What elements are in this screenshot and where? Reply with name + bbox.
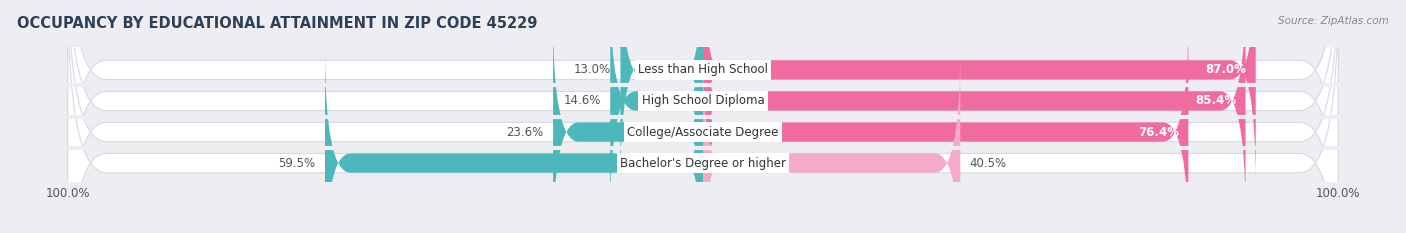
Text: 40.5%: 40.5% xyxy=(970,157,1007,170)
Text: 87.0%: 87.0% xyxy=(1205,63,1246,76)
Text: 13.0%: 13.0% xyxy=(574,63,610,76)
FancyBboxPatch shape xyxy=(67,0,1339,233)
Text: High School Diploma: High School Diploma xyxy=(641,94,765,107)
FancyBboxPatch shape xyxy=(553,17,703,233)
FancyBboxPatch shape xyxy=(67,0,1339,233)
Text: 76.4%: 76.4% xyxy=(1137,126,1178,139)
FancyBboxPatch shape xyxy=(67,0,1339,233)
FancyBboxPatch shape xyxy=(703,0,1246,216)
FancyBboxPatch shape xyxy=(325,48,703,233)
Text: OCCUPANCY BY EDUCATIONAL ATTAINMENT IN ZIP CODE 45229: OCCUPANCY BY EDUCATIONAL ATTAINMENT IN Z… xyxy=(17,16,537,31)
FancyBboxPatch shape xyxy=(703,48,960,233)
Text: 85.4%: 85.4% xyxy=(1195,94,1236,107)
Text: 14.6%: 14.6% xyxy=(564,94,600,107)
Text: Source: ZipAtlas.com: Source: ZipAtlas.com xyxy=(1278,16,1389,26)
Text: Bachelor's Degree or higher: Bachelor's Degree or higher xyxy=(620,157,786,170)
Text: 59.5%: 59.5% xyxy=(278,157,315,170)
FancyBboxPatch shape xyxy=(610,0,703,216)
FancyBboxPatch shape xyxy=(620,0,703,185)
Text: 23.6%: 23.6% xyxy=(506,126,544,139)
Text: College/Associate Degree: College/Associate Degree xyxy=(627,126,779,139)
Text: Less than High School: Less than High School xyxy=(638,63,768,76)
FancyBboxPatch shape xyxy=(67,0,1339,233)
FancyBboxPatch shape xyxy=(703,0,1256,185)
FancyBboxPatch shape xyxy=(703,17,1188,233)
